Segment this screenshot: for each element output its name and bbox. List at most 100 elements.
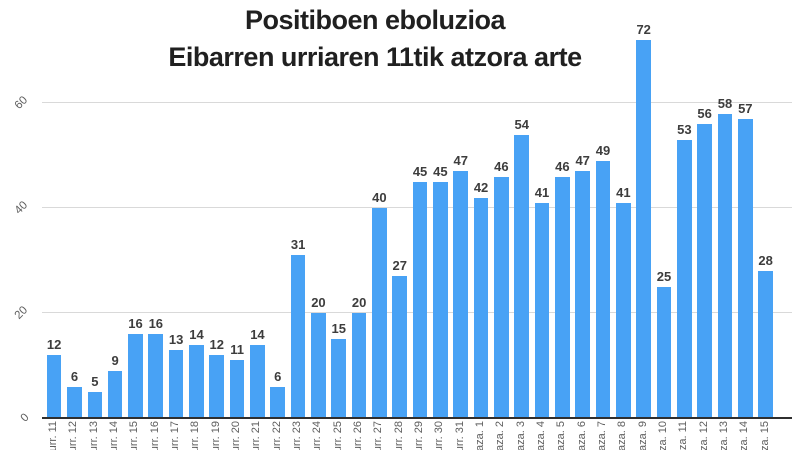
bar <box>107 370 123 418</box>
x-axis-label: urr. 17 <box>169 421 182 450</box>
bar-column: 57 <box>735 35 755 418</box>
bar <box>311 313 326 418</box>
bar-value-label: 16 <box>148 316 164 332</box>
x-axis-label: urr. 26 <box>352 421 365 450</box>
bar-value-label: 28 <box>758 253 773 269</box>
bar <box>46 355 62 418</box>
bar <box>575 171 591 418</box>
y-axis-label: 60 <box>12 94 31 112</box>
bar-column: 12 <box>207 35 227 418</box>
bar-value-label: 11 <box>230 342 244 358</box>
x-axis-label-cell: aza. 9 <box>634 420 654 450</box>
bar-value-label: 12 <box>209 337 225 353</box>
bar-value-label: 41 <box>616 184 631 200</box>
gridline-60 <box>42 102 792 104</box>
x-axis-label-cell: aza. 4 <box>532 420 552 450</box>
bar <box>453 171 469 418</box>
y-axis-label: 0 <box>18 411 32 425</box>
bar-value-label: 46 <box>494 158 509 174</box>
bar <box>290 255 306 418</box>
bar <box>331 339 347 418</box>
bar-column: 46 <box>491 35 511 418</box>
bar-column: 9 <box>105 35 125 418</box>
x-axis-label: urr. 25 <box>331 421 344 450</box>
x-axis-label: aza. 15 <box>758 421 771 450</box>
x-axis-label-cell: urr. 21 <box>247 420 267 450</box>
x-axis-label-cell: urr. 20 <box>227 420 247 450</box>
x-axis-label-cell: aza. 13 <box>715 420 735 450</box>
bar-value-label: 5 <box>91 373 99 389</box>
x-axis-label: urr. 22 <box>270 421 283 450</box>
x-axis-label-cell: urr. 31 <box>451 420 471 450</box>
x-axis-label-cell: urr. 30 <box>430 420 450 450</box>
x-axis-label-cell: urr. 13 <box>85 420 105 450</box>
x-axis-label-cell: urr. 17 <box>166 420 186 450</box>
bar <box>168 349 184 418</box>
bar-column: 42 <box>471 35 491 418</box>
bar <box>392 276 408 418</box>
x-axis-label-cell: urr. 16 <box>146 420 166 450</box>
bar-value-label: 31 <box>290 237 306 253</box>
bar-value-label: 20 <box>351 295 367 311</box>
x-axis-label: aza. 5 <box>555 421 568 450</box>
x-axis-label: urr. 20 <box>230 421 243 450</box>
x-axis-label-cell: aza. 3 <box>512 420 532 450</box>
x-axis-label-cell: urr. 26 <box>349 420 369 450</box>
bar-column: 53 <box>674 35 694 418</box>
x-axis-line <box>42 417 792 419</box>
bar-value-label: 47 <box>453 153 468 169</box>
bar <box>616 202 631 418</box>
bar-value-label: 46 <box>555 158 570 174</box>
bar <box>433 181 448 418</box>
x-axis-label: urr. 24 <box>311 421 324 450</box>
bar-column: 40 <box>369 35 389 418</box>
bar-column: 15 <box>329 35 349 418</box>
bar-column: 6 <box>268 35 288 418</box>
bar-column: 45 <box>410 35 430 418</box>
bar <box>738 118 753 418</box>
x-axis-labels: urr. 11 urr. 12 urr. 13 urr. 14 urr. 15 urr. … <box>44 420 776 450</box>
bar <box>473 197 489 418</box>
bar-column: 11 <box>227 35 247 418</box>
bar-column: 58 <box>715 35 735 418</box>
x-axis-label-cell: aza. 10 <box>654 420 674 450</box>
bar-column: 47 <box>451 35 471 418</box>
bar-value-label: 53 <box>677 121 692 137</box>
bar-value-label: 6 <box>70 368 79 384</box>
bar-column: 28 <box>755 35 775 418</box>
x-axis-label: urr. 14 <box>108 421 121 450</box>
x-axis-label: urr. 30 <box>433 421 446 450</box>
x-axis-label: aza. 14 <box>738 421 751 450</box>
x-axis-label: aza. 6 <box>575 421 588 450</box>
x-axis-label: urr. 15 <box>128 421 141 450</box>
bar-value-label: 47 <box>575 153 590 169</box>
x-axis-label: aza. 3 <box>514 421 527 450</box>
x-axis-label-cell: aza. 11 <box>674 420 694 450</box>
x-axis-label-cell: urr. 12 <box>64 420 84 450</box>
bar <box>412 181 428 418</box>
bar-column: 6 <box>64 35 84 418</box>
bar-value-label: 56 <box>697 106 712 122</box>
bar <box>87 391 103 418</box>
bar-value-label: 40 <box>372 190 387 206</box>
bar-column: 16 <box>146 35 166 418</box>
bar-column: 72 <box>634 22 654 418</box>
x-axis-label-cell: aza. 1 <box>471 420 491 450</box>
bar <box>270 386 286 418</box>
x-axis-label: aza. 4 <box>535 421 548 450</box>
bar-series: 12 6 5 9 16 16 13 14 12 11 14 6 31 20 15 20 40 27 45 45 47 42… <box>44 22 776 418</box>
bar-value-label: 6 <box>274 368 282 384</box>
bar-column: 14 <box>186 35 206 418</box>
bar <box>758 271 773 418</box>
bar-value-label: 72 <box>636 22 651 38</box>
y-axis-labels: 0 20 40 60 <box>0 35 40 424</box>
x-axis-label: urr. 11 <box>47 421 60 450</box>
bar-column: 45 <box>430 35 450 418</box>
bar-value-label: 16 <box>128 316 143 332</box>
bar <box>677 139 692 418</box>
bar-value-label: 13 <box>168 331 184 347</box>
x-axis-label-cell: aza. 6 <box>573 420 593 450</box>
y-axis-label: 20 <box>12 304 31 322</box>
chart-title-line1: Positiboen eboluzioa <box>244 5 506 35</box>
